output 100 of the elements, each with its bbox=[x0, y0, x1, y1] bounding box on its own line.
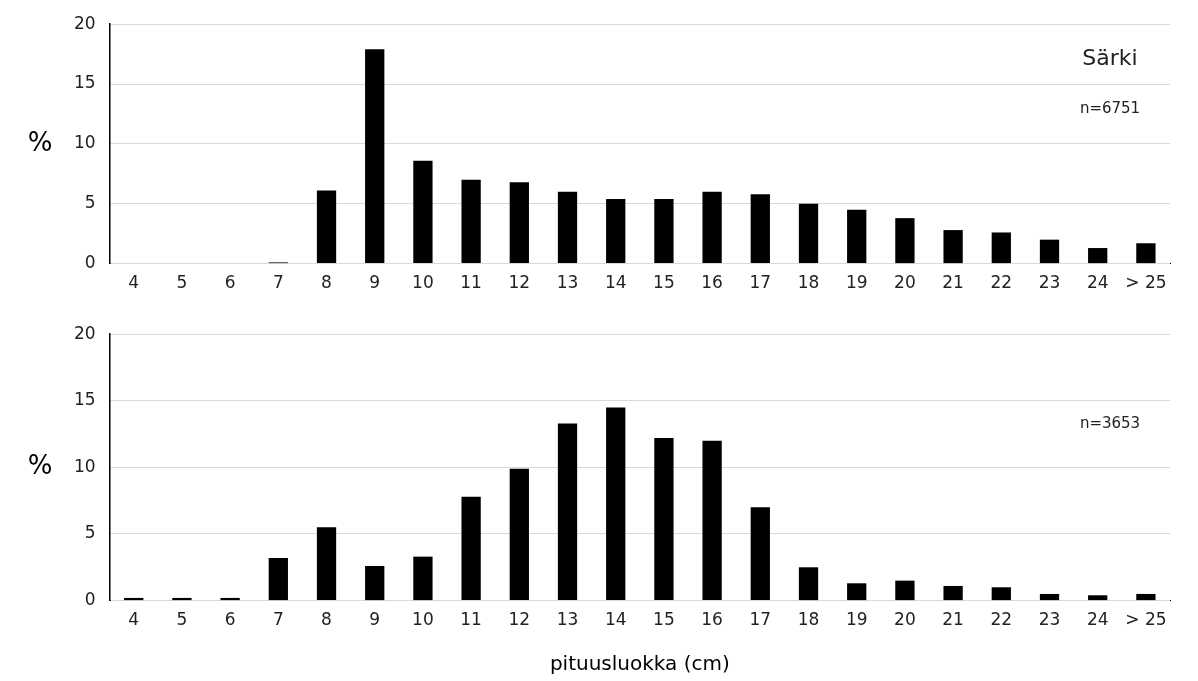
bar bbox=[895, 580, 915, 601]
x-tick-label: 5 bbox=[176, 272, 188, 293]
x-tick-label: 22 bbox=[990, 272, 1013, 293]
x-tick-label: 7 bbox=[272, 609, 284, 630]
bar bbox=[943, 230, 963, 264]
bar bbox=[413, 160, 433, 264]
x-tick-label: 7 bbox=[272, 272, 284, 293]
y-tick-label: 20 bbox=[73, 322, 96, 343]
x-tick-label: 12 bbox=[508, 609, 531, 630]
bar bbox=[365, 49, 385, 264]
x-tick-label: 10 bbox=[412, 272, 434, 293]
annotation: n=3653 bbox=[1079, 414, 1141, 433]
bar bbox=[1088, 595, 1108, 601]
y-tick-label: 10 bbox=[73, 132, 96, 153]
x-tick-label: 15 bbox=[653, 609, 675, 630]
bar bbox=[461, 179, 481, 264]
x-tick-label: 18 bbox=[797, 272, 820, 293]
x-tick-label: 22 bbox=[990, 609, 1013, 630]
bar bbox=[1039, 239, 1060, 264]
y-axis-title: % bbox=[27, 450, 53, 481]
bar bbox=[943, 585, 963, 601]
bar bbox=[991, 232, 1011, 264]
bar bbox=[509, 182, 529, 264]
x-tick-label: 16 bbox=[701, 272, 723, 293]
y-tick-label: 5 bbox=[84, 522, 96, 543]
x-tick-label: 8 bbox=[321, 609, 332, 630]
y-tick-label: 20 bbox=[73, 12, 96, 33]
x-axis-title: pituusluokka (cm) bbox=[549, 651, 730, 676]
bar bbox=[1039, 593, 1060, 601]
x-tick-label: 19 bbox=[845, 272, 868, 293]
y-tick-label: 0 bbox=[84, 589, 96, 610]
bar bbox=[172, 597, 192, 601]
x-tick-label: 19 bbox=[845, 609, 868, 630]
y-tick-label: 5 bbox=[84, 192, 96, 213]
bar bbox=[365, 565, 385, 601]
x-tick-label: 21 bbox=[942, 272, 964, 293]
x-tick-label: 6 bbox=[224, 609, 236, 630]
y-tick-label: 0 bbox=[84, 252, 96, 273]
annotation: Särki bbox=[1082, 44, 1138, 70]
x-tick-label: > 25 bbox=[1125, 609, 1167, 630]
bar bbox=[895, 218, 915, 264]
x-tick-label: 12 bbox=[508, 272, 531, 293]
y-tick-label: 15 bbox=[73, 72, 96, 93]
bar bbox=[220, 597, 240, 601]
bar bbox=[847, 209, 867, 264]
bar bbox=[750, 194, 770, 264]
bar bbox=[702, 440, 722, 601]
x-tick-label: 11 bbox=[460, 272, 482, 293]
x-tick-label: 20 bbox=[894, 272, 916, 293]
bar bbox=[702, 191, 722, 264]
x-tick-label: 21 bbox=[942, 609, 964, 630]
x-tick-label: > 25 bbox=[1125, 272, 1167, 293]
bar bbox=[798, 203, 819, 264]
bar bbox=[316, 190, 337, 264]
x-tick-label: 4 bbox=[128, 609, 140, 630]
x-tick-label: 24 bbox=[1086, 272, 1109, 293]
bar bbox=[557, 191, 578, 264]
annotation: n=6751 bbox=[1079, 99, 1141, 118]
bar bbox=[1136, 243, 1156, 264]
bar bbox=[461, 496, 481, 601]
bar bbox=[991, 587, 1011, 601]
bar bbox=[847, 583, 867, 601]
bar bbox=[654, 438, 674, 601]
x-tick-label: 17 bbox=[749, 609, 772, 630]
x-tick-label: 9 bbox=[369, 272, 381, 293]
bar bbox=[268, 557, 288, 601]
x-tick-label: 13 bbox=[556, 272, 579, 293]
bar bbox=[557, 423, 578, 601]
bar bbox=[413, 556, 433, 601]
bar bbox=[509, 468, 529, 601]
x-tick-label: 14 bbox=[604, 609, 627, 630]
x-tick-label: 14 bbox=[604, 272, 627, 293]
x-tick-label: 15 bbox=[653, 272, 675, 293]
bar bbox=[1088, 248, 1108, 264]
x-tick-label: 16 bbox=[701, 609, 723, 630]
x-tick-label: 23 bbox=[1038, 272, 1061, 293]
x-tick-label: 10 bbox=[412, 609, 434, 630]
bar bbox=[750, 507, 770, 601]
x-tick-label: 5 bbox=[176, 609, 188, 630]
x-tick-label: 24 bbox=[1086, 609, 1109, 630]
x-tick-label: 4 bbox=[128, 272, 140, 293]
x-tick-label: 17 bbox=[749, 272, 772, 293]
x-tick-label: 23 bbox=[1038, 609, 1061, 630]
bar bbox=[606, 407, 626, 601]
bar bbox=[654, 198, 674, 264]
x-tick-label: 8 bbox=[321, 272, 332, 293]
bar bbox=[124, 597, 144, 601]
bar bbox=[316, 527, 337, 601]
y-axis-title: % bbox=[27, 126, 53, 157]
bar bbox=[798, 567, 819, 601]
y-tick-label: 15 bbox=[73, 389, 96, 410]
x-tick-label: 9 bbox=[369, 609, 381, 630]
x-tick-label: 11 bbox=[460, 609, 482, 630]
x-tick-label: 18 bbox=[797, 609, 820, 630]
x-tick-label: 20 bbox=[894, 609, 916, 630]
x-tick-label: 13 bbox=[556, 609, 579, 630]
x-tick-label: 6 bbox=[224, 272, 236, 293]
bar bbox=[1136, 593, 1156, 601]
y-tick-label: 10 bbox=[73, 455, 96, 476]
bar bbox=[606, 198, 626, 264]
